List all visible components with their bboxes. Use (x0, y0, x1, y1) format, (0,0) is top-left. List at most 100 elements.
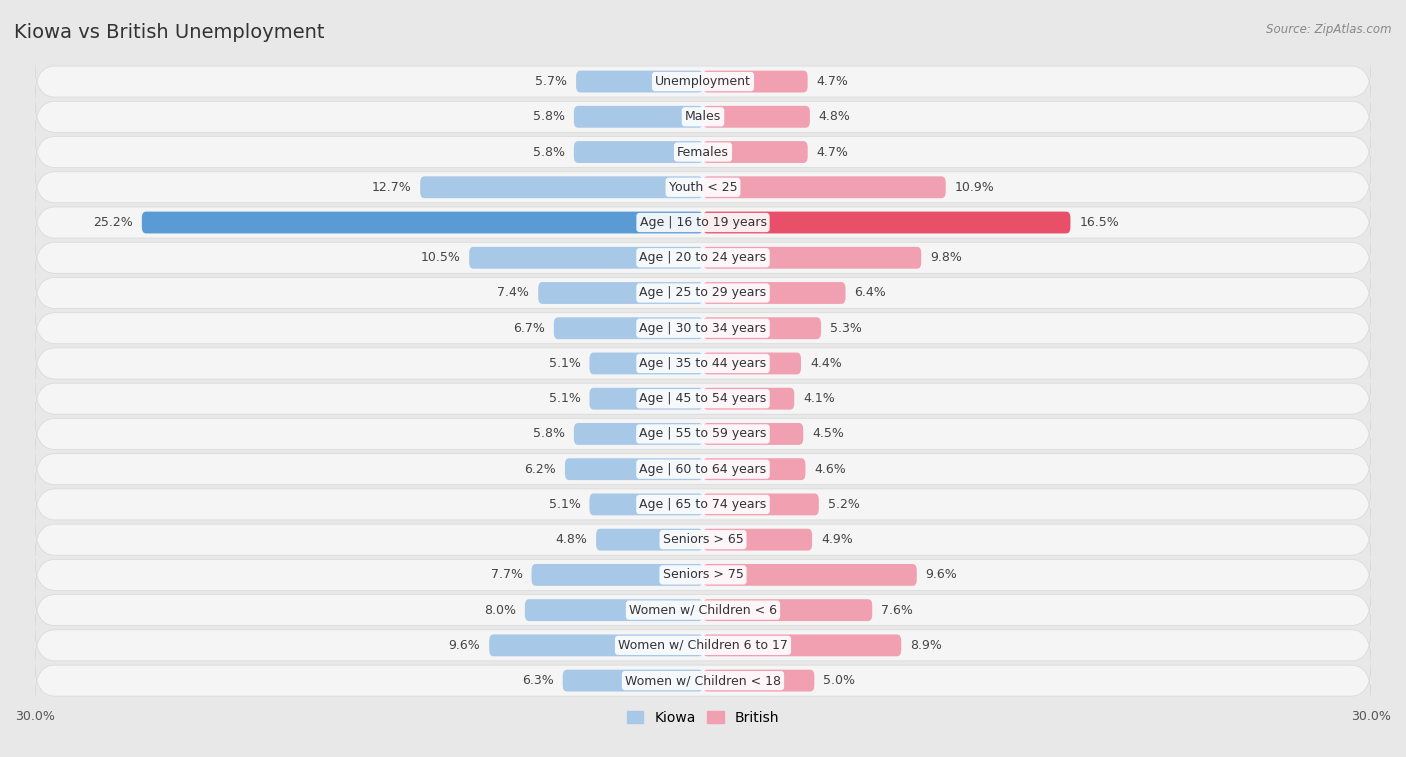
Text: 4.7%: 4.7% (817, 75, 848, 88)
Text: Age | 25 to 29 years: Age | 25 to 29 years (640, 286, 766, 300)
FancyBboxPatch shape (35, 559, 1371, 591)
Text: Age | 65 to 74 years: Age | 65 to 74 years (640, 498, 766, 511)
FancyBboxPatch shape (562, 670, 703, 692)
Text: 8.9%: 8.9% (910, 639, 942, 652)
Text: Source: ZipAtlas.com: Source: ZipAtlas.com (1267, 23, 1392, 36)
FancyBboxPatch shape (703, 458, 806, 480)
Text: 5.0%: 5.0% (824, 674, 855, 687)
FancyBboxPatch shape (35, 171, 1371, 204)
FancyBboxPatch shape (35, 241, 1371, 274)
Text: 10.9%: 10.9% (955, 181, 994, 194)
Text: 5.1%: 5.1% (548, 392, 581, 405)
Text: 4.8%: 4.8% (555, 533, 588, 546)
FancyBboxPatch shape (35, 488, 1371, 521)
Text: Age | 45 to 54 years: Age | 45 to 54 years (640, 392, 766, 405)
FancyBboxPatch shape (703, 564, 917, 586)
FancyBboxPatch shape (524, 600, 703, 621)
Text: 5.8%: 5.8% (533, 111, 565, 123)
FancyBboxPatch shape (35, 523, 1371, 556)
Text: 5.3%: 5.3% (830, 322, 862, 335)
FancyBboxPatch shape (703, 494, 818, 516)
FancyBboxPatch shape (554, 317, 703, 339)
FancyBboxPatch shape (703, 423, 803, 445)
Text: 5.1%: 5.1% (548, 357, 581, 370)
Text: 4.4%: 4.4% (810, 357, 842, 370)
FancyBboxPatch shape (703, 247, 921, 269)
Text: 7.6%: 7.6% (882, 603, 912, 617)
Text: 5.1%: 5.1% (548, 498, 581, 511)
Text: 8.0%: 8.0% (484, 603, 516, 617)
Text: Age | 16 to 19 years: Age | 16 to 19 years (640, 216, 766, 229)
FancyBboxPatch shape (35, 277, 1371, 309)
Text: 6.7%: 6.7% (513, 322, 546, 335)
Text: Females: Females (678, 145, 728, 158)
Text: 5.2%: 5.2% (828, 498, 859, 511)
FancyBboxPatch shape (35, 382, 1371, 415)
FancyBboxPatch shape (574, 141, 703, 163)
Text: 5.8%: 5.8% (533, 428, 565, 441)
Text: 4.5%: 4.5% (813, 428, 844, 441)
FancyBboxPatch shape (703, 388, 794, 410)
FancyBboxPatch shape (574, 423, 703, 445)
FancyBboxPatch shape (703, 282, 845, 304)
Text: 5.8%: 5.8% (533, 145, 565, 158)
Text: 4.1%: 4.1% (803, 392, 835, 405)
FancyBboxPatch shape (589, 353, 703, 375)
FancyBboxPatch shape (703, 212, 1070, 233)
FancyBboxPatch shape (35, 594, 1371, 626)
FancyBboxPatch shape (703, 670, 814, 692)
Text: Unemployment: Unemployment (655, 75, 751, 88)
Text: 6.3%: 6.3% (522, 674, 554, 687)
FancyBboxPatch shape (531, 564, 703, 586)
Text: Women w/ Children < 6: Women w/ Children < 6 (628, 603, 778, 617)
FancyBboxPatch shape (703, 528, 813, 550)
FancyBboxPatch shape (703, 70, 807, 92)
Text: Age | 55 to 59 years: Age | 55 to 59 years (640, 428, 766, 441)
FancyBboxPatch shape (35, 347, 1371, 380)
FancyBboxPatch shape (35, 65, 1371, 98)
FancyBboxPatch shape (574, 106, 703, 128)
Legend: Kiowa, British: Kiowa, British (621, 705, 785, 730)
FancyBboxPatch shape (142, 212, 703, 233)
Text: 6.2%: 6.2% (524, 463, 555, 475)
FancyBboxPatch shape (589, 494, 703, 516)
FancyBboxPatch shape (35, 665, 1371, 696)
Text: 6.4%: 6.4% (855, 286, 886, 300)
Text: Kiowa vs British Unemployment: Kiowa vs British Unemployment (14, 23, 325, 42)
FancyBboxPatch shape (703, 176, 946, 198)
Text: Age | 30 to 34 years: Age | 30 to 34 years (640, 322, 766, 335)
FancyBboxPatch shape (703, 600, 872, 621)
FancyBboxPatch shape (703, 353, 801, 375)
Text: 7.4%: 7.4% (498, 286, 529, 300)
FancyBboxPatch shape (420, 176, 703, 198)
FancyBboxPatch shape (703, 141, 807, 163)
Text: Youth < 25: Youth < 25 (669, 181, 737, 194)
FancyBboxPatch shape (565, 458, 703, 480)
FancyBboxPatch shape (35, 101, 1371, 133)
Text: 9.6%: 9.6% (925, 569, 957, 581)
Text: 10.5%: 10.5% (420, 251, 460, 264)
Text: Age | 20 to 24 years: Age | 20 to 24 years (640, 251, 766, 264)
FancyBboxPatch shape (35, 418, 1371, 450)
Text: Seniors > 75: Seniors > 75 (662, 569, 744, 581)
FancyBboxPatch shape (35, 629, 1371, 662)
Text: 4.9%: 4.9% (821, 533, 853, 546)
Text: 4.8%: 4.8% (818, 111, 851, 123)
Text: 12.7%: 12.7% (371, 181, 412, 194)
Text: 5.7%: 5.7% (536, 75, 567, 88)
FancyBboxPatch shape (35, 136, 1371, 168)
Text: 9.8%: 9.8% (931, 251, 962, 264)
FancyBboxPatch shape (596, 528, 703, 550)
FancyBboxPatch shape (35, 207, 1371, 238)
Text: 4.6%: 4.6% (814, 463, 846, 475)
Text: 25.2%: 25.2% (93, 216, 134, 229)
Text: Age | 35 to 44 years: Age | 35 to 44 years (640, 357, 766, 370)
FancyBboxPatch shape (703, 317, 821, 339)
FancyBboxPatch shape (576, 70, 703, 92)
Text: Age | 60 to 64 years: Age | 60 to 64 years (640, 463, 766, 475)
FancyBboxPatch shape (589, 388, 703, 410)
FancyBboxPatch shape (470, 247, 703, 269)
Text: 16.5%: 16.5% (1080, 216, 1119, 229)
Text: Women w/ Children < 18: Women w/ Children < 18 (626, 674, 780, 687)
FancyBboxPatch shape (489, 634, 703, 656)
